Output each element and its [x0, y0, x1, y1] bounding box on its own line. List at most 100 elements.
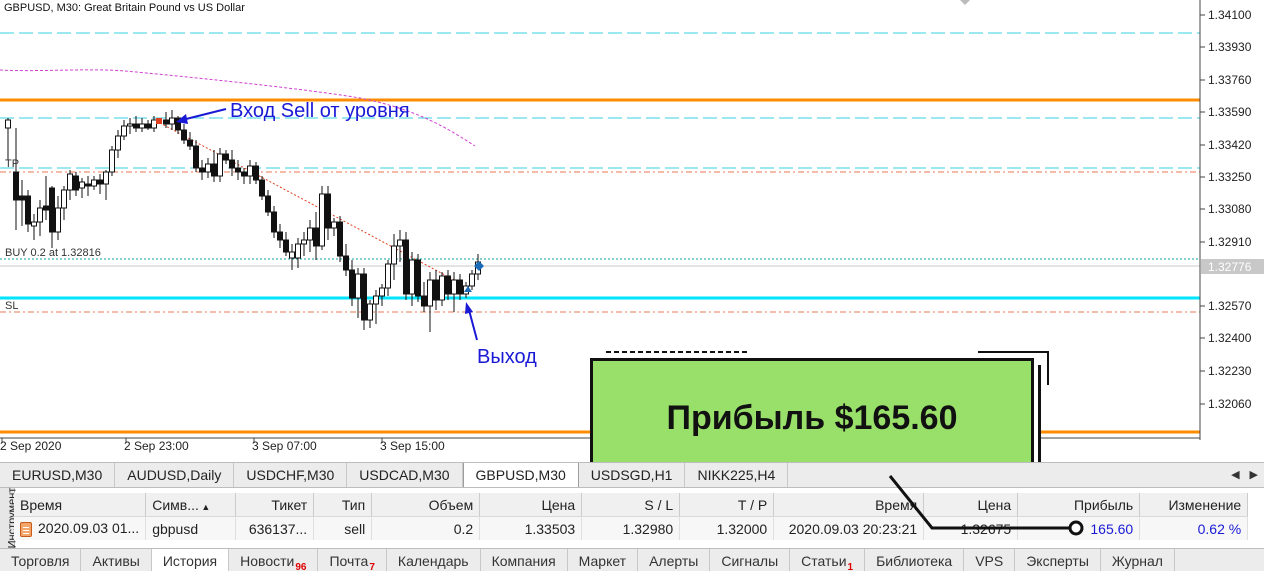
symbol-tab[interactable]: USDCAD,M30	[347, 463, 463, 487]
candle	[343, 255, 349, 271]
table-row[interactable]: 2020.09.03 01... gbpusd 636137... sell 0.2 1.…	[14, 516, 1249, 540]
terminal-tab[interactable]: Алерты	[638, 549, 711, 571]
candle	[85, 183, 91, 187]
scroll-left-icon[interactable]: ◀	[1231, 469, 1240, 481]
terminal-tab[interactable]: Почта7	[318, 549, 387, 573]
candle	[469, 273, 475, 287]
candle	[175, 117, 181, 131]
candle	[5, 119, 11, 129]
column-header[interactable]: Цена	[479, 493, 583, 517]
exit-annotation: Выход	[477, 346, 537, 368]
table-cell: 2020.09.03 01...	[14, 516, 147, 540]
candle	[253, 165, 259, 181]
time-tick-label: 2 Sep 2020	[0, 439, 62, 453]
terminal-tab[interactable]: Эксперты	[1015, 549, 1101, 571]
candle	[289, 251, 295, 259]
price-tick-label: 1.33420	[1208, 138, 1252, 152]
symbol-tab[interactable]: USDCHF,M30	[234, 463, 348, 487]
symbol-tab[interactable]: NIKK225,H4	[685, 463, 789, 487]
terminal-tab[interactable]: Компания	[481, 549, 568, 571]
candle	[43, 205, 49, 211]
terminal-tab[interactable]: Торговля	[0, 549, 82, 571]
tp-label: TP	[5, 158, 19, 170]
candle	[433, 279, 439, 301]
terminal-tab[interactable]: Маркет	[568, 549, 639, 571]
symbol-tab[interactable]: GBPUSD,M30	[462, 463, 579, 487]
sort-asc-icon: ▲	[198, 501, 211, 512]
candle	[337, 221, 343, 257]
table-cell: 636137...	[235, 516, 315, 540]
candle	[271, 211, 277, 233]
terminal-tab[interactable]: Календарь	[387, 549, 481, 571]
candle	[331, 221, 337, 229]
column-header[interactable]: Прибыль	[1017, 493, 1141, 517]
terminal-tab[interactable]: Новости96	[229, 549, 319, 573]
profit-callout: Прибыль $165.60	[590, 358, 1034, 478]
candle	[403, 239, 409, 295]
price-tick-label: 1.32776	[1208, 260, 1252, 274]
terminal-tab[interactable]: Статьи1	[790, 549, 866, 573]
candle	[13, 171, 19, 201]
column-header[interactable]: Время	[773, 493, 925, 517]
candle	[37, 207, 43, 223]
price-tick-label: 1.34100	[1208, 8, 1252, 22]
column-header[interactable]: S / L	[581, 493, 681, 517]
symbol-tab[interactable]: AUDUSD,Daily	[115, 463, 235, 487]
terminal-tab[interactable]: VPS	[964, 549, 1016, 571]
entry-arrow-icon	[176, 108, 227, 124]
column-header[interactable]: Объем	[371, 493, 481, 517]
candle	[19, 195, 25, 201]
candle	[133, 123, 139, 129]
price-tick-label: 1.32910	[1208, 235, 1252, 249]
time-tick-label: 2 Sep 23:00	[124, 439, 189, 453]
candle	[361, 273, 367, 321]
exit-arrow-icon	[465, 302, 478, 341]
table-cell: 165.60	[1017, 516, 1141, 540]
column-header[interactable]: Изменение	[1139, 493, 1249, 517]
column-header[interactable]: Тип	[313, 493, 373, 517]
tab-badge: 1	[847, 562, 854, 573]
candle	[151, 119, 157, 129]
toolbox-side-label[interactable]: Инструмент	[0, 488, 18, 548]
column-header[interactable]: T / P	[679, 493, 775, 517]
candle	[121, 125, 127, 137]
column-header[interactable]: Время	[14, 493, 147, 517]
entry-annotation: Вход Sell от уровня	[230, 100, 410, 122]
column-header[interactable]: Тикет	[235, 493, 315, 517]
candle	[103, 171, 109, 185]
terminal-tab[interactable]: Журнал	[1101, 549, 1175, 571]
candle	[235, 167, 241, 173]
candle	[49, 187, 55, 233]
table-cell: 1.32675	[923, 516, 1019, 540]
terminal-tab[interactable]: История	[151, 549, 230, 571]
time-tick-label: 3 Sep 15:00	[380, 439, 445, 453]
symbol-tab[interactable]: USDSGD,H1	[579, 463, 686, 487]
candle	[325, 193, 331, 229]
order-icon	[20, 521, 32, 537]
candle	[97, 179, 103, 185]
candle	[169, 117, 175, 125]
candle	[241, 171, 247, 177]
terminal-tab[interactable]: Библиотека	[865, 549, 965, 571]
price-axis: 1.34100 1.33930 1.33760 1.33590 1.33420 1.332…	[1200, 8, 1264, 411]
price-tick-label: 1.32400	[1208, 331, 1252, 345]
table-cell: 0.62 %	[1139, 516, 1249, 540]
candle	[217, 153, 223, 177]
candle	[181, 129, 187, 141]
tab-scroll-arrows: ◀ ▶	[1221, 463, 1258, 487]
price-tick-label: 1.33080	[1208, 202, 1252, 216]
terminal-tab[interactable]: Сигналы	[710, 549, 791, 571]
candle	[283, 239, 289, 253]
candle	[307, 227, 313, 241]
column-header[interactable]: Цена	[923, 493, 1019, 517]
candle	[313, 227, 319, 247]
symbol-tab[interactable]: EURUSD,M30	[0, 463, 116, 487]
column-header[interactable]: Симв... ▲	[145, 493, 237, 517]
candlesticks	[5, 110, 481, 332]
terminal-tab[interactable]: Активы	[81, 549, 152, 571]
candle	[301, 239, 307, 245]
scroll-right-icon[interactable]: ▶	[1249, 469, 1258, 481]
candle	[229, 159, 235, 169]
candle	[373, 295, 379, 305]
